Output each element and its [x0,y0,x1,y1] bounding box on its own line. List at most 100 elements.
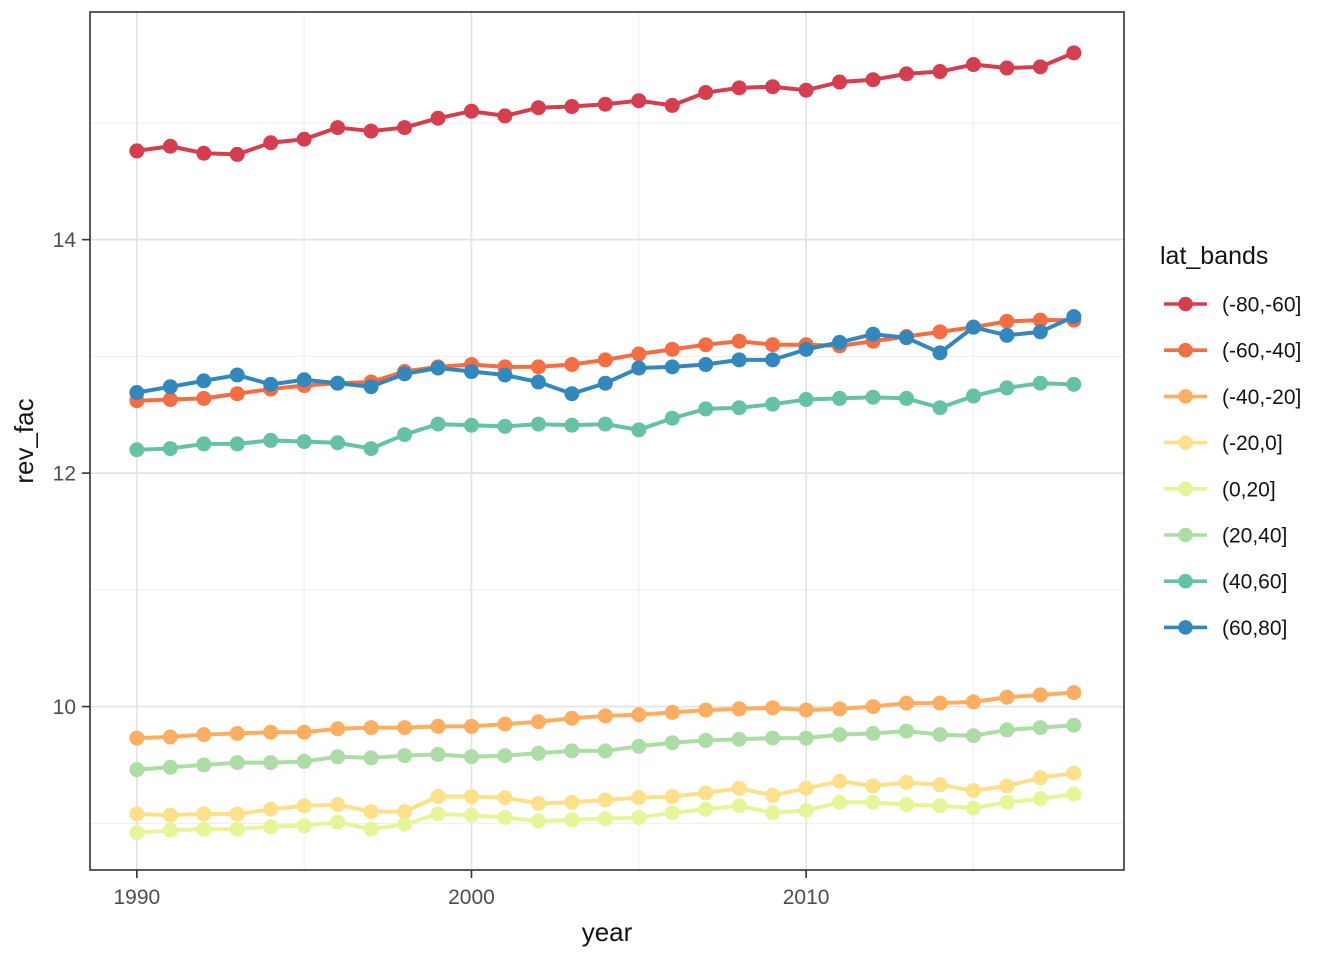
y-tick-label: 10 [53,696,76,719]
data-point [330,435,346,451]
data-point [597,708,613,724]
data-point [765,352,781,368]
legend-key-point [1178,573,1193,589]
data-point [765,700,781,716]
data-point [162,729,178,745]
data-point [263,724,279,740]
data-point [162,759,178,775]
data-point [631,422,647,438]
data-point [698,785,714,801]
legend-items: (-80,-60] (-60,-40] (-40,-20] (-20,0] (0,20]… [1164,294,1301,640]
data-point [229,146,245,162]
data-point [162,441,178,457]
data-point [731,731,747,747]
legend-item: (-20,0] [1164,432,1283,455]
data-point [564,99,580,115]
legend-item: (60,80] [1164,617,1287,640]
data-point [865,699,881,715]
data-point [597,352,613,368]
data-point [229,386,245,402]
data-point [932,777,948,793]
data-point [999,60,1015,76]
data-point [129,442,145,458]
data-point [664,805,680,821]
data-point [162,822,178,838]
data-point [430,806,446,822]
series-(40,60] [129,375,1082,458]
data-point [530,795,546,811]
data-point [564,794,580,810]
data-point [798,802,814,818]
data-point [296,798,312,814]
data-point [965,728,981,744]
data-point [664,410,680,426]
data-point [1032,791,1048,807]
data-point [129,806,145,822]
data-point [664,788,680,804]
data-point [1066,685,1082,701]
data-point [765,805,781,821]
y-tick-label: 12 [53,463,76,486]
data-point [430,746,446,762]
data-point [597,792,613,808]
series-(-40,-20] [129,685,1082,746]
x-axis-label: year [582,917,633,947]
legend-item-label: (-80,-60] [1222,294,1301,317]
data-point [129,825,145,841]
data-point [497,809,513,825]
data-point [196,436,212,452]
data-point [631,738,647,754]
data-point [263,376,279,392]
data-point [932,64,948,80]
data-point [430,360,446,376]
data-point [865,389,881,405]
data-point [497,716,513,732]
data-point [664,97,680,113]
data-point [129,143,145,159]
data-point [832,701,848,717]
data-point [631,360,647,376]
data-point [363,379,379,395]
data-point [898,774,914,790]
data-point [1066,376,1082,392]
data-point [865,72,881,88]
legend-key-point [1178,389,1193,404]
data-point [530,416,546,432]
panel-border [89,11,1125,871]
data-point [664,704,680,720]
data-point [1032,312,1048,328]
axes: 10 12 14 1990 2000 2010 [53,229,830,909]
data-point [631,93,647,109]
data-point [999,327,1015,343]
data-point [296,434,312,450]
data-point [932,798,948,814]
data-point [530,714,546,730]
data-point [296,753,312,769]
data-point [965,319,981,335]
data-point [631,790,647,806]
data-point [564,386,580,402]
data-point [296,372,312,388]
data-point [196,727,212,743]
data-point [162,138,178,154]
data-point [162,379,178,395]
legend-key-point [1178,342,1193,358]
data-point [798,392,814,408]
data-point [564,357,580,373]
y-axis-label: rev_fac [9,398,39,483]
x-tick-label: 2010 [783,886,830,909]
data-point [765,337,781,353]
data-point [497,790,513,806]
legend-item: (40,60] [1164,571,1287,594]
legend-key-point [1178,296,1193,312]
data-point [597,811,613,827]
series-(-80,-60] [129,45,1082,162]
data-point [497,367,513,383]
data-point [330,721,346,737]
data-point [664,341,680,357]
data-point [263,801,279,817]
data-point [798,780,814,796]
data-point [698,357,714,373]
data-point [1032,324,1048,340]
data-point [162,392,178,408]
